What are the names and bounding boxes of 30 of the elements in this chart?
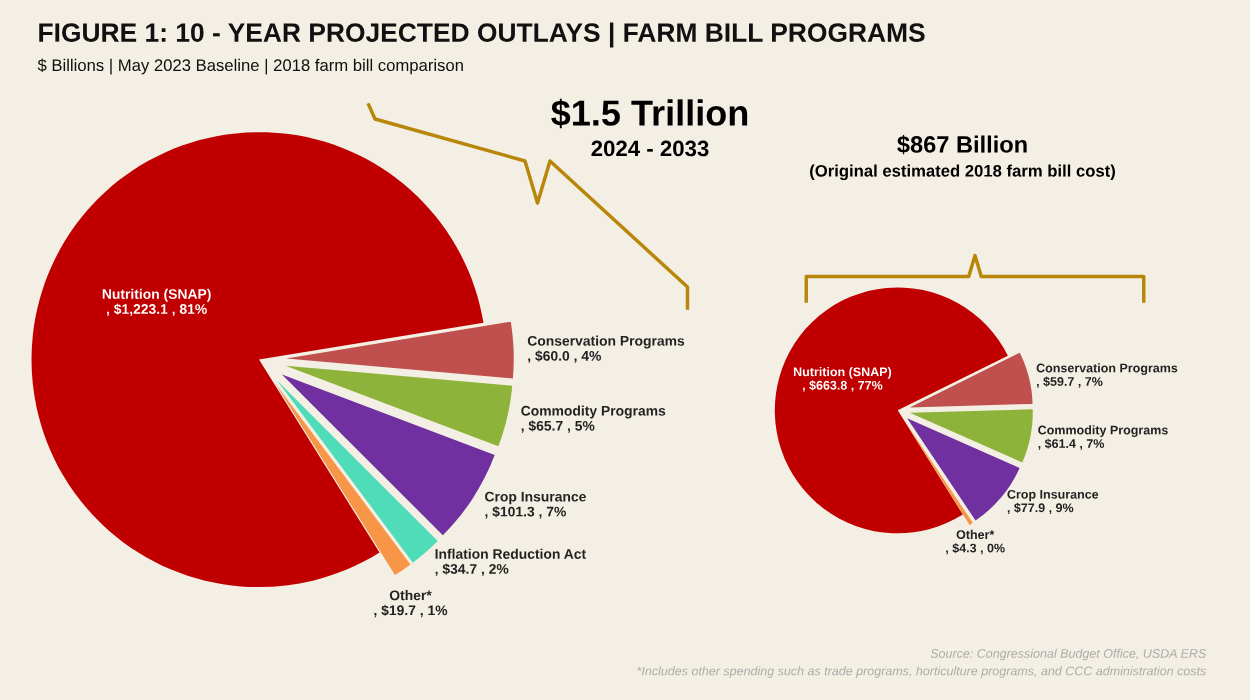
slice-label: Crop Insurance [485, 491, 586, 505]
chart-subtitle: (Original estimated 2018 farm bill cost) [810, 164, 1115, 181]
slice-label: Other* [389, 590, 432, 601]
slice-label: Commodity Programs [1038, 425, 1168, 437]
chart-title: $1.5 Trillion [551, 98, 748, 129]
data-label: , $19.7 , 1% [374, 604, 448, 618]
chart-title: $867 Billion [897, 135, 1027, 155]
data-label: , $4.3 , 0% [946, 543, 1005, 555]
data-label: , $59.7 , 7% [1036, 376, 1103, 388]
slice-label: Other* [956, 529, 995, 540]
data-label: , $101.3 , 7% [485, 506, 566, 519]
source-note: Source: Congressional Budget Office, USDA ERS [930, 648, 1207, 661]
slice-label: Nutrition (SNAP) [102, 288, 211, 302]
data-label: , $60.0 , 4% [528, 350, 602, 363]
slice-label: Nutrition (SNAP) [793, 367, 892, 379]
data-label: , $61.4 , 7% [1038, 438, 1105, 450]
text: *Includes other spending such as trade programs, horticulture programs, and CCC administration costs [637, 666, 1207, 678]
data-label: , $65.7 , 5% [521, 420, 595, 433]
slice-label: Conservation Programs [527, 335, 685, 349]
data-label: , $663.8 , 77% [802, 380, 883, 392]
chart-subtitle: 2024 - 2033 [591, 140, 709, 157]
slice-label: Crop Insurance [1007, 489, 1099, 502]
text: $ Billions | May 2023 Baseline | 2018 farm bill comparison [37, 58, 463, 75]
slice-label: Commodity Programs [521, 405, 666, 419]
data-label: , $34.7 , 2% [435, 563, 509, 576]
data-label: , $77.9 , 9% [1007, 502, 1074, 515]
slice-label: Inflation Reduction Act [435, 548, 586, 559]
slice-label: Conservation Programs [1036, 363, 1178, 375]
caption: FIGURE 1: 10 - YEAR PROJECTED OUTLAYS | FARM BILL PROGRAMS [39, 22, 925, 48]
data-label: , $1,223.1 , 81% [106, 303, 207, 316]
